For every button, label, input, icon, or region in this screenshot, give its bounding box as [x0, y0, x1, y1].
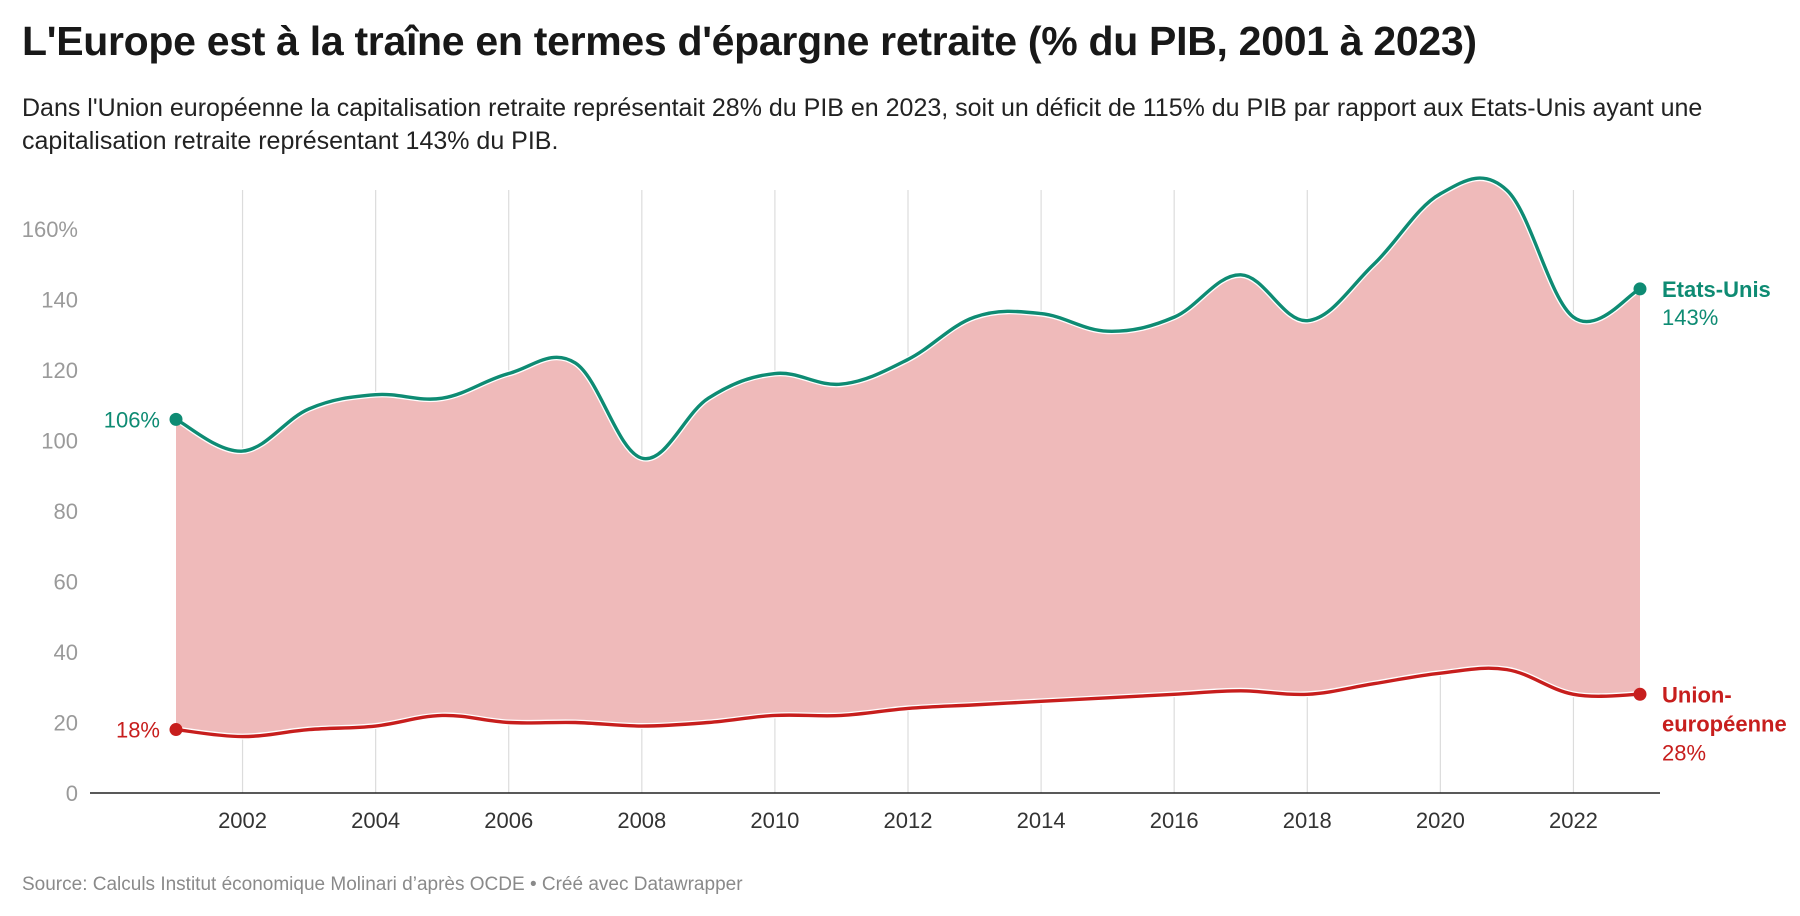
- chart-title: L'Europe est à la traîne en termes d'épa…: [22, 18, 1477, 64]
- series-start-point: [169, 412, 183, 426]
- series-start-label: 106%: [104, 407, 160, 432]
- y-tick-label: 40: [54, 640, 78, 665]
- series-name-label: européenne: [1662, 711, 1787, 736]
- series-end-point: [1633, 687, 1647, 701]
- series-end-label: 143%: [1662, 305, 1718, 330]
- source-footer: Source: Calculs Institut économique Moli…: [22, 874, 743, 895]
- y-tick-label: 160%: [22, 217, 78, 242]
- series-end-point: [1633, 282, 1647, 296]
- x-tick-label: 2006: [484, 808, 533, 833]
- series-end-label: 28%: [1662, 740, 1706, 765]
- x-axis-ticks: 2002 2004 2006 2008 2010 2012 2014 2016 2018 2020…: [218, 808, 1598, 833]
- series-labels: 106% 18% Etats-Unis 143% Union-européenne 28%: [104, 277, 1787, 765]
- x-tick-label: 2012: [884, 808, 933, 833]
- y-axis-ticks: 0 20 40 60 80 100 120 140 160%: [22, 217, 78, 806]
- series-lines: [169, 175, 1647, 740]
- series-name-label: Union-: [1662, 682, 1732, 707]
- x-tick-label: 2008: [617, 808, 666, 833]
- series-line: [175, 666, 1641, 739]
- x-tick-label: 2020: [1416, 808, 1465, 833]
- series-name-label: Etats-Unis: [1662, 277, 1771, 302]
- y-tick-label: 60: [54, 570, 78, 595]
- x-tick-label: 2002: [218, 808, 267, 833]
- gap-area: [176, 178, 1640, 737]
- series-start-point: [169, 723, 183, 737]
- y-tick-label: 20: [54, 711, 78, 736]
- y-tick-label: 100: [41, 429, 78, 454]
- x-tick-label: 2010: [750, 808, 799, 833]
- x-tick-label: 2018: [1283, 808, 1332, 833]
- x-tick-label: 2016: [1150, 808, 1199, 833]
- y-tick-label: 80: [54, 499, 78, 524]
- x-tick-label: 2014: [1017, 808, 1066, 833]
- y-tick-label: 0: [66, 781, 78, 806]
- x-tick-label: 2004: [351, 808, 400, 833]
- y-tick-label: 120: [41, 358, 78, 383]
- series-start-label: 18%: [116, 718, 160, 743]
- x-tick-label: 2022: [1549, 808, 1598, 833]
- series-line: [175, 176, 1641, 461]
- chart-subtitle: Dans l'Union européenne la capitalisatio…: [22, 94, 1703, 155]
- y-tick-label: 140: [41, 288, 78, 313]
